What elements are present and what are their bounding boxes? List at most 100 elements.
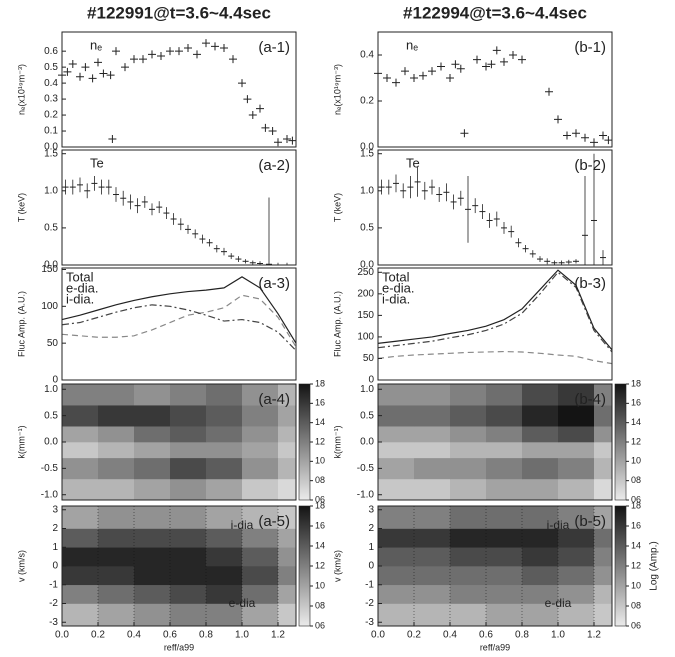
heat-cell bbox=[278, 566, 297, 586]
y-tick-label: 3 bbox=[52, 504, 58, 515]
point bbox=[184, 43, 192, 52]
heat-cell bbox=[486, 566, 523, 586]
heat-cell bbox=[486, 384, 523, 406]
y-tick-label: 1.5 bbox=[44, 148, 58, 159]
point bbox=[456, 64, 465, 73]
heat-cell bbox=[278, 478, 297, 501]
y-tick-label: 0.2 bbox=[44, 110, 58, 121]
series-label: nₑ bbox=[406, 37, 418, 52]
heat-cell bbox=[522, 547, 559, 567]
heat-cell bbox=[242, 442, 279, 459]
heat-cell bbox=[242, 457, 279, 480]
y-tick-label: 250 bbox=[357, 267, 374, 278]
heat-cell bbox=[594, 584, 613, 604]
colorbar-tick-label: 10 bbox=[631, 456, 641, 466]
point bbox=[460, 129, 469, 138]
point bbox=[211, 42, 219, 51]
y-tick-label: 1.5 bbox=[360, 148, 374, 159]
heat-cell bbox=[170, 584, 207, 604]
colorbar-tick-label: 14 bbox=[631, 417, 641, 427]
panel-label: (a-2) bbox=[258, 157, 290, 174]
heat-cell bbox=[62, 528, 99, 548]
heat-cell bbox=[486, 528, 523, 548]
heat-cell bbox=[278, 547, 297, 567]
heat-cell bbox=[206, 506, 243, 529]
point bbox=[500, 57, 508, 66]
heat-cell bbox=[414, 384, 451, 406]
point bbox=[392, 78, 400, 87]
column-title: #122991@t=3.6~4.4sec bbox=[87, 3, 271, 22]
colorbar-tick-label: 06 bbox=[631, 620, 641, 630]
heat-cell bbox=[414, 547, 451, 567]
point bbox=[383, 74, 391, 82]
y-tick-label: 150 bbox=[41, 264, 58, 275]
heat-cell bbox=[378, 405, 415, 427]
heat-cell bbox=[134, 442, 171, 459]
heat-cell bbox=[522, 528, 559, 548]
colorbar-tick-label: 08 bbox=[315, 475, 325, 485]
series-line bbox=[377, 350, 613, 365]
heat-cell bbox=[450, 405, 487, 427]
heat-cell bbox=[170, 603, 207, 627]
plot-frame bbox=[377, 267, 613, 381]
y-axis-label: T (keV) bbox=[16, 193, 26, 222]
heat-cell bbox=[62, 405, 99, 427]
heat-cell bbox=[558, 478, 595, 501]
heat-cell bbox=[278, 506, 297, 529]
y-tick-label: -2 bbox=[365, 598, 374, 609]
heat-cell bbox=[414, 528, 451, 548]
series-line bbox=[377, 269, 613, 351]
y-tick-label: -2 bbox=[49, 598, 58, 609]
point bbox=[193, 50, 201, 59]
plot-frame bbox=[377, 149, 613, 266]
point bbox=[563, 131, 571, 140]
colorbar-tick-label: 18 bbox=[315, 500, 325, 510]
heat-cell bbox=[62, 457, 99, 480]
heat-cell bbox=[98, 603, 135, 627]
colorbar-tick-label: 06 bbox=[631, 494, 641, 504]
legend-entry: e-dia. bbox=[66, 280, 99, 295]
colorbar-tick-label: 12 bbox=[631, 436, 641, 446]
panel-label: (b-4) bbox=[574, 391, 606, 408]
x-tick-label: 1.0 bbox=[551, 630, 565, 641]
heat-cell bbox=[522, 478, 559, 501]
heat-cell bbox=[378, 384, 415, 406]
point bbox=[229, 55, 237, 64]
y-tick-label: 0.0 bbox=[44, 437, 58, 448]
heat-cell bbox=[558, 457, 595, 480]
point bbox=[220, 43, 228, 52]
point bbox=[106, 71, 115, 80]
y-tick-label: -1 bbox=[365, 579, 374, 590]
heat-cell bbox=[378, 506, 415, 529]
heat-cell bbox=[378, 457, 415, 480]
y-tick-label: 0 bbox=[52, 375, 58, 386]
point bbox=[94, 58, 102, 67]
heat-cell bbox=[278, 384, 297, 406]
x-tick-label: 1.0 bbox=[235, 630, 249, 641]
heat-cell bbox=[242, 603, 279, 627]
heat-cell bbox=[206, 547, 243, 567]
heat-cell bbox=[134, 603, 171, 627]
y-tick-label: 0.4 bbox=[360, 50, 374, 61]
point bbox=[581, 133, 589, 142]
heat-cell bbox=[98, 384, 135, 406]
heat-cell bbox=[486, 584, 523, 604]
colorbar-tick-label: 10 bbox=[631, 580, 641, 590]
heat-cell bbox=[98, 528, 135, 548]
heat-cell bbox=[450, 506, 487, 529]
point bbox=[487, 60, 496, 69]
heat-cell bbox=[134, 506, 171, 529]
x-tick-label: 1.2 bbox=[587, 630, 601, 641]
colorbar-label: Log (Amp.) bbox=[649, 541, 660, 590]
heat-cell bbox=[414, 442, 451, 459]
x-tick-label: 0.8 bbox=[515, 630, 529, 641]
y-tick-label: 50 bbox=[47, 338, 59, 349]
heat-cell bbox=[450, 426, 487, 443]
heat-cell bbox=[558, 506, 595, 529]
heat-cell bbox=[594, 566, 613, 586]
heat-cell bbox=[206, 603, 243, 627]
heat-cell bbox=[206, 528, 243, 548]
legend-entry: Total bbox=[66, 269, 94, 284]
point bbox=[473, 55, 481, 64]
x-axis-label: reff/a99 bbox=[480, 642, 510, 652]
